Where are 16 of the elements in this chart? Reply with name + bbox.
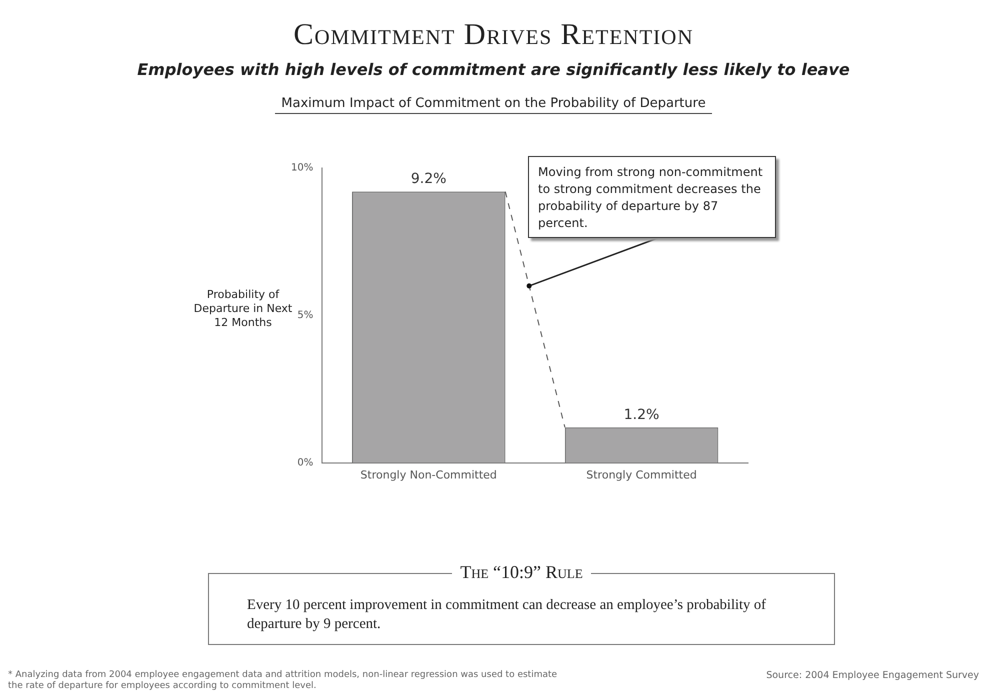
y-axis-title: Probability of Departure in Next 12 Months bbox=[192, 288, 294, 330]
text: Every 10 percent improvement in commitment can decrease an employee’s probability of departure by 9 percent. bbox=[247, 596, 767, 634]
y-tick-label: 10% bbox=[290, 162, 314, 174]
chart-title: Commitment Drives Retention bbox=[292, 18, 694, 52]
source-note: Source: 2004 Employee Engagement Survey bbox=[766, 670, 979, 681]
text: * Analyzing data from 2004 employee engagement data and attrition models, non-linear regression was used to estimate the rate of departure for employees according to commitment level. bbox=[8, 670, 558, 692]
y-tick-label: 0% bbox=[297, 457, 314, 468]
data-label: 9.2% bbox=[410, 171, 446, 188]
annotation: Moving from strong non-commitment to strong commitment decreases the probability of departure by 87 percent. bbox=[538, 164, 764, 232]
chart-subtitle: Employees with high levels of commitment are significantly less likely to leave bbox=[136, 60, 851, 79]
data-label: 1.2% bbox=[624, 407, 660, 424]
y-tick-label: 5% bbox=[297, 310, 314, 321]
text: Maximum Impact of Commitment on the Probability of Departure bbox=[275, 96, 712, 114]
text: The “10:9” Rule bbox=[452, 562, 591, 582]
x-tick-label: Strongly Committed bbox=[586, 468, 697, 482]
x-tick-label: Strongly Non-Committed bbox=[360, 468, 497, 482]
